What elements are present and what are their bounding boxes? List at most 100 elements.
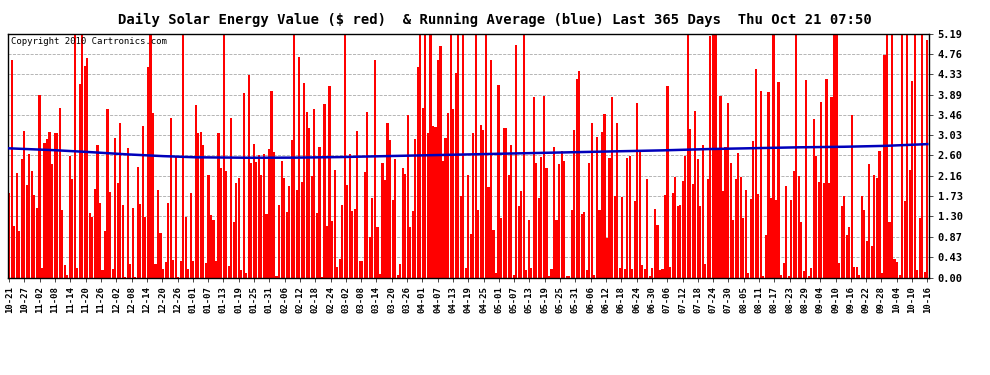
Bar: [642, 265, 644, 278]
Text: Copyright 2010 Cartronics.com: Copyright 2010 Cartronics.com: [11, 38, 166, 46]
Bar: [313, 109, 316, 278]
Bar: [738, 153, 740, 278]
Bar: [725, 147, 727, 278]
Bar: [671, 193, 673, 278]
Bar: [871, 246, 873, 278]
Bar: [437, 60, 440, 278]
Bar: [828, 183, 830, 278]
Bar: [278, 205, 280, 278]
Bar: [876, 178, 878, 278]
Bar: [573, 130, 575, 278]
Bar: [919, 218, 921, 278]
Bar: [749, 199, 751, 278]
Bar: [89, 213, 91, 278]
Bar: [646, 179, 648, 278]
Bar: [894, 259, 896, 278]
Bar: [260, 175, 262, 278]
Bar: [684, 156, 686, 278]
Bar: [909, 170, 911, 278]
Bar: [513, 275, 515, 278]
Bar: [248, 75, 249, 278]
Bar: [114, 138, 116, 278]
Bar: [265, 213, 267, 278]
Bar: [487, 188, 489, 278]
Bar: [51, 164, 53, 278]
Bar: [363, 172, 366, 278]
Bar: [838, 264, 841, 278]
Bar: [34, 195, 36, 278]
Bar: [740, 177, 742, 278]
Bar: [179, 261, 182, 278]
Bar: [140, 204, 142, 278]
Bar: [528, 220, 530, 278]
Bar: [213, 220, 215, 278]
Bar: [107, 109, 109, 278]
Bar: [555, 220, 557, 278]
Bar: [246, 273, 248, 278]
Bar: [112, 269, 114, 278]
Bar: [626, 159, 629, 278]
Bar: [225, 171, 227, 278]
Bar: [508, 175, 510, 278]
Bar: [185, 216, 187, 278]
Bar: [76, 268, 78, 278]
Bar: [543, 96, 545, 278]
Bar: [533, 97, 535, 278]
Bar: [142, 126, 144, 278]
Bar: [782, 263, 785, 278]
Bar: [109, 192, 111, 278]
Bar: [177, 276, 179, 278]
Bar: [732, 220, 735, 278]
Bar: [167, 203, 169, 278]
Bar: [366, 112, 368, 278]
Bar: [319, 147, 321, 278]
Bar: [39, 94, 41, 278]
Bar: [358, 261, 361, 278]
Bar: [858, 274, 860, 278]
Bar: [91, 217, 93, 278]
Bar: [583, 212, 585, 278]
Bar: [490, 60, 492, 278]
Bar: [720, 96, 722, 278]
Bar: [853, 267, 855, 278]
Bar: [369, 237, 371, 278]
Bar: [73, 34, 76, 278]
Bar: [800, 222, 802, 278]
Bar: [252, 144, 255, 278]
Bar: [339, 259, 341, 278]
Bar: [430, 34, 432, 278]
Bar: [593, 275, 595, 278]
Bar: [881, 273, 883, 278]
Bar: [777, 82, 779, 278]
Bar: [13, 226, 15, 278]
Bar: [71, 179, 73, 278]
Bar: [715, 34, 717, 278]
Bar: [863, 210, 865, 278]
Bar: [197, 133, 199, 278]
Bar: [386, 123, 389, 278]
Bar: [653, 209, 656, 278]
Bar: [669, 267, 671, 278]
Bar: [850, 116, 852, 278]
Bar: [545, 168, 547, 278]
Bar: [598, 210, 601, 278]
Bar: [886, 34, 888, 278]
Bar: [624, 269, 626, 278]
Bar: [391, 200, 394, 278]
Bar: [482, 130, 484, 278]
Bar: [379, 274, 381, 278]
Bar: [207, 176, 210, 278]
Bar: [200, 132, 202, 278]
Bar: [805, 80, 808, 278]
Bar: [588, 163, 590, 278]
Bar: [860, 196, 863, 278]
Bar: [765, 235, 767, 278]
Bar: [46, 139, 49, 278]
Bar: [661, 269, 663, 278]
Bar: [803, 271, 805, 278]
Bar: [195, 105, 197, 278]
Bar: [169, 118, 171, 278]
Bar: [351, 211, 353, 278]
Bar: [868, 164, 870, 278]
Bar: [205, 263, 207, 278]
